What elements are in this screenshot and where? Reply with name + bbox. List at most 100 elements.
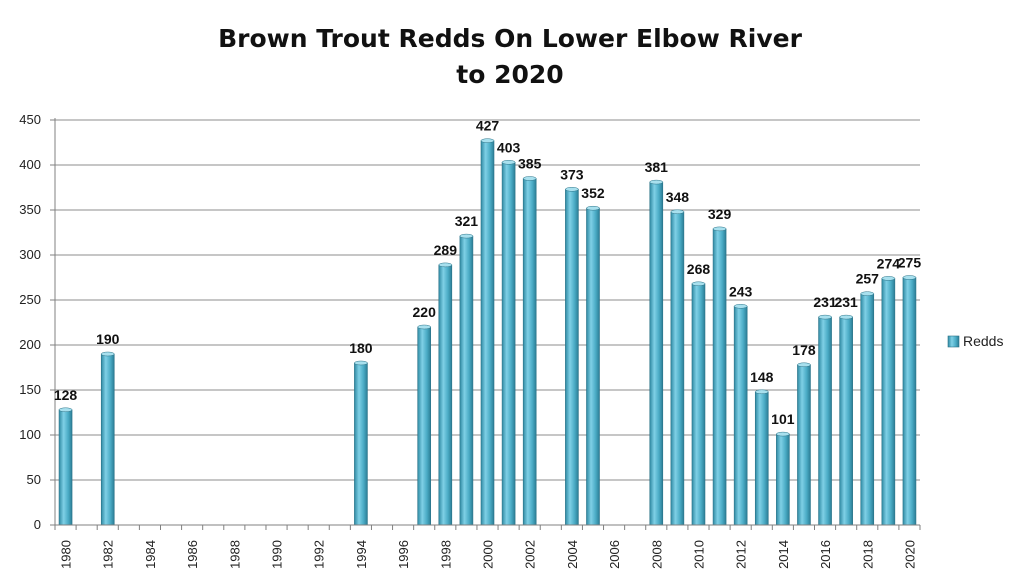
bar-cap-2020 [902,275,917,280]
bar-cap-2005 [586,205,600,211]
bar-1994 [354,362,368,526]
bar-2001 [501,162,516,526]
bar-cap-1998 [438,262,453,268]
bar-cap-2016 [818,314,832,320]
bar-2010 [691,283,706,526]
bar-cap-1999 [459,233,474,239]
x-tick-label: 2004 [565,540,580,569]
data-label-2002: 385 [518,156,542,172]
data-label-1980: 128 [54,387,78,403]
data-label-2004: 373 [560,166,584,182]
bar-2013 [754,391,769,526]
y-tick-label: 150 [19,382,41,397]
bar-cap-1980 [58,407,73,413]
bar-1997 [417,326,432,526]
data-label-2008: 381 [645,159,669,175]
bar-1980 [58,409,73,526]
x-tick-label: 2000 [481,540,496,569]
bar-cap-2015 [797,362,811,368]
bar-cap-2013 [755,389,769,395]
x-tick-label: 1996 [396,540,411,569]
bar-2009 [670,211,685,526]
x-tick-label: 1980 [59,540,74,569]
x-tick-label: 1984 [143,540,158,569]
bar-2014 [776,433,790,526]
bar-cap-2004 [565,187,579,192]
legend-swatch-redds [947,335,960,348]
x-tick-label: 2020 [902,540,917,569]
data-label-2015: 178 [792,342,816,358]
bar-cap-2018 [860,291,875,296]
bar-cap-2019 [881,276,896,281]
x-tick-label: 2016 [818,540,833,569]
axes: 0 50 100 150 200 250 300 350 400 450 1980 1982 1984 1… [19,112,921,569]
x-tick-label: 2008 [649,540,664,569]
x-tick-label: 2018 [860,540,875,569]
data-label-2014: 101 [771,411,795,427]
data-label-1999: 321 [455,213,479,229]
data-label-1998: 289 [434,242,458,258]
y-tick-label: 250 [19,292,41,307]
bar-1998 [438,264,453,526]
bar-cap-2001 [501,160,516,165]
x-tick-label: 1998 [438,540,453,569]
data-label-2020: 275 [898,255,922,271]
data-label-1982: 190 [96,331,120,347]
data-label-2010: 268 [687,261,711,277]
bar-cap-2014 [776,431,790,437]
legend: Redds [947,333,1003,349]
bar-cap-2010 [691,281,706,287]
bar-1999 [459,235,474,526]
data-label-2000: 427 [476,118,500,134]
data-label-2017: 231 [834,294,858,310]
x-tick-label: 1982 [101,540,116,569]
bar-2008 [649,181,664,526]
data-label-2001: 403 [497,139,521,155]
bar-cap-2008 [649,179,664,185]
x-tick-label: 2010 [691,540,706,569]
bar-1982 [100,353,115,526]
bar-2019 [881,278,896,526]
data-label-2005: 352 [581,185,605,201]
bar-2005 [586,207,600,526]
x-tick-label: 2002 [523,540,538,569]
bar-2018 [860,293,875,526]
x-tick-label: 2012 [734,540,749,569]
bar-cap-2011 [712,226,727,232]
data-label-1994: 180 [349,340,373,356]
bar-cap-2009 [670,209,685,215]
data-label-2016: 231 [813,294,837,310]
bar-2017 [839,316,853,526]
y-tick-label: 50 [27,472,41,487]
data-label-2011: 329 [708,206,732,222]
bar-2000 [480,140,495,526]
y-tick-label: 200 [19,337,41,352]
y-tick-label: 100 [19,427,41,442]
chart-title-line-2: to 2020 [456,60,564,89]
data-label-2018: 257 [856,271,880,287]
x-tick-label: 2006 [607,540,622,569]
data-label-2012: 243 [729,283,753,299]
chart-title-line-1: Brown Trout Redds On Lower Elbow River [218,24,802,53]
x-tick-label: 1990 [270,540,285,569]
bar-2020 [902,277,917,526]
bar-cap-2012 [733,304,748,309]
bar-2011 [712,228,727,526]
y-tick-label: 400 [19,157,41,172]
data-label-2009: 348 [666,189,690,205]
data-label-2019: 274 [877,255,901,271]
y-tick-label: 350 [19,202,41,217]
bar-2004 [565,189,579,526]
bar-cap-1997 [417,324,431,330]
bar-2016 [818,316,832,526]
bar-2015 [797,364,811,526]
bar-cap-1982 [100,351,115,357]
data-label-1997: 220 [413,304,437,320]
y-tick-label: 450 [19,112,41,127]
bar-cap-2017 [839,314,853,320]
bar-2012 [733,305,748,526]
x-tick-label: 1988 [227,540,242,569]
